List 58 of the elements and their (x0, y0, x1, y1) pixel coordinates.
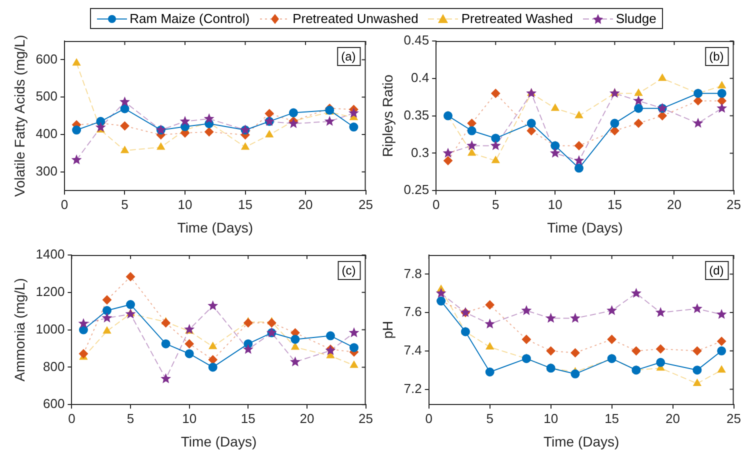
x-axis-title: Time (Days) (180, 433, 257, 450)
x-tick-label: 5 (492, 196, 500, 212)
y-tick-label: 0.25 (404, 182, 430, 198)
y-axis-title: Ripleys Ratio (379, 74, 396, 158)
y-tick-label: 0.3 (411, 144, 430, 160)
annotation: (a) (341, 49, 356, 64)
x-tick-label: 10 (178, 196, 192, 212)
x-tick-label: 10 (548, 196, 562, 212)
y-axis-title: Ammonia (mg/L) (11, 278, 28, 382)
y-tick-label: 400 (36, 126, 58, 142)
y-tick-label: 300 (36, 163, 58, 178)
x-tick-label: 0 (432, 196, 440, 212)
y-axis-title: Volatile Fatty Acids (mg/L) (11, 34, 28, 197)
y-tick-label: 0.4 (411, 70, 430, 85)
y-tick-label: 1200 (36, 284, 65, 299)
x-tick-label: 10 (182, 410, 197, 426)
x-tick-label: 15 (240, 410, 256, 426)
x-axis-title: Time (Days) (543, 433, 620, 450)
x-tick-label: 10 (544, 410, 558, 426)
x-tick-label: 25 (726, 196, 742, 212)
annotation: (b) (709, 49, 724, 64)
y-tick-label: 7.6 (404, 304, 422, 320)
y-tick-label: 7.2 (404, 380, 422, 396)
x-tick-label: 25 (358, 410, 374, 426)
legend-label: Sludge (616, 11, 656, 26)
legend-label: Ram Maize (Control) (130, 11, 250, 26)
y-axis-title: pH (379, 320, 396, 339)
y-tick-label: 500 (36, 88, 58, 104)
x-tick-label: 0 (425, 410, 432, 426)
y-tick-label: 600 (36, 51, 58, 66)
x-tick-label: 0 (60, 196, 68, 212)
x-tick-label: 20 (300, 410, 314, 426)
x-tick-label: 25 (726, 410, 742, 426)
legend-label: Pretreated Washed (461, 11, 573, 26)
y-tick-label: 0.35 (404, 107, 430, 122)
x-tick-label: 0 (68, 410, 76, 426)
x-tick-label: 15 (607, 196, 622, 212)
x-tick-label: 20 (667, 196, 682, 212)
y-tick-label: 0.45 (404, 32, 430, 48)
y-tick-label: 1400 (36, 246, 65, 262)
x-tick-label: 15 (604, 410, 620, 426)
x-tick-label: 20 (298, 196, 313, 212)
x-tick-label: 20 (666, 410, 680, 426)
x-axis-title: Time (Days) (177, 219, 253, 236)
y-tick-label: 7.8 (404, 266, 422, 281)
legend-label: Pretreated Unwashed (292, 11, 418, 26)
annotation: (d) (709, 263, 724, 278)
x-tick-label: 25 (358, 196, 374, 212)
x-tick-label: 5 (121, 196, 128, 212)
y-tick-label: 1000 (36, 321, 65, 336)
y-tick-label: 800 (43, 358, 65, 374)
x-axis-title: Time (Days) (547, 219, 623, 236)
x-tick-label: 5 (126, 410, 134, 426)
x-tick-label: 15 (238, 196, 252, 212)
annotation: (c) (342, 263, 356, 278)
x-tick-label: 5 (486, 410, 494, 426)
y-tick-label: 7.4 (404, 342, 422, 358)
y-tick-label: 600 (43, 396, 65, 412)
